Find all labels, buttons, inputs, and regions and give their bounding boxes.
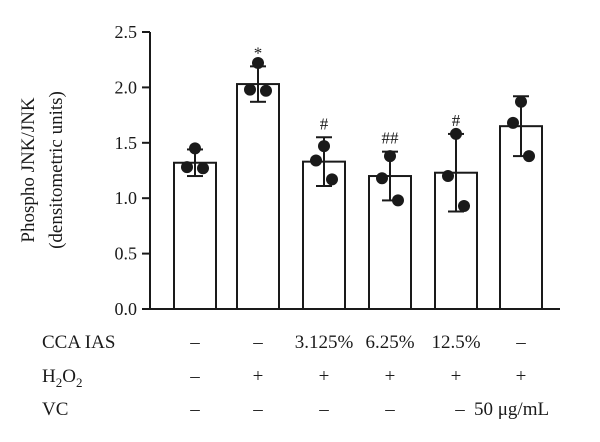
axes-group: 0.0 0.5 1.0 1.5 2.0 2.5 [115,22,560,319]
significance-label: # [452,111,461,130]
y-axis-label-line1: Phospho JNK/JNK [18,97,39,242]
data-point [197,162,209,175]
y-axis-label-line2: (densitometric units) [46,91,67,249]
data-point [318,140,330,153]
significance-label: * [254,43,263,62]
treatment-cell: + [516,366,527,387]
y-tick-label: 1.5 [115,133,138,153]
data-point [244,83,256,96]
data-point [384,150,396,163]
y-tick-label: 0.0 [115,299,138,319]
treatment-cell-extra: 50 μg/mL [474,399,549,420]
y-tick-label: 0.5 [115,244,138,264]
treatment-cell: + [451,366,462,387]
points-group [181,57,535,212]
treatment-cell: – [189,366,200,387]
data-point [376,172,388,185]
treatment-table: CCA IAS – – 3.125% 6.25% 12.5% – H2O2 – + + + + + VC – –… [42,332,549,420]
data-point [450,127,462,140]
treatment-cell: – [189,332,200,353]
y-tick-label: 2.0 [115,77,138,97]
treatment-row-label: H2O2 [42,366,82,390]
significance-label: # [320,114,329,133]
treatment-row-label: VC [42,399,68,420]
data-point [523,150,535,163]
treatment-cell: + [385,366,396,387]
treatment-cell: + [253,366,264,387]
treatment-cell: – [189,399,200,420]
data-point [326,173,338,186]
treatment-cell: 12.5% [431,332,480,353]
treatment-row-label: CCA IAS [42,332,115,353]
data-point [392,194,404,207]
treatment-cell: – [384,399,395,420]
treatment-cell: 6.25% [365,332,414,353]
data-point [507,116,519,129]
data-point [442,170,454,183]
data-point [515,95,527,108]
treatment-cell: 3.125% [295,332,354,353]
treatment-cell: – [454,399,465,420]
bar [236,83,280,310]
treatment-cell: – [515,332,526,353]
data-point [189,142,201,155]
significance-group: *#### [254,43,461,147]
data-point [181,161,193,174]
y-tick-label: 2.5 [115,22,138,42]
data-point [260,84,272,97]
bar [173,161,217,310]
treatment-cell: – [252,332,263,353]
data-point [458,199,470,212]
bars-group [173,83,543,311]
y-tick-label: 1.0 [115,188,138,208]
treatment-cell: – [252,399,263,420]
treatment-cell: + [319,366,330,387]
data-point [310,154,322,167]
significance-label: ## [382,129,400,148]
data-point [252,57,264,70]
treatment-cell: – [318,399,329,420]
